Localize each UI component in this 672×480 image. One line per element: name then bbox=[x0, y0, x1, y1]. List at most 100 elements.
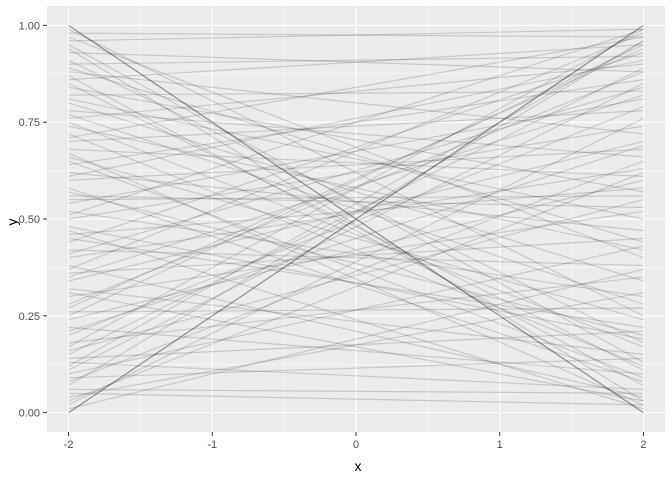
series-line-66 bbox=[68, 86, 644, 255]
series-line-29 bbox=[68, 210, 644, 298]
series-line-39 bbox=[68, 288, 644, 356]
series-line-19 bbox=[68, 133, 644, 367]
series-line-52 bbox=[68, 388, 644, 394]
series-line-42 bbox=[68, 307, 644, 313]
x-tick-label: 0 bbox=[353, 439, 359, 451]
series-line-53 bbox=[68, 292, 644, 398]
major-gridlines bbox=[47, 6, 665, 432]
series-line-59 bbox=[68, 113, 644, 305]
series-line-43 bbox=[68, 179, 644, 321]
series-line-90 bbox=[68, 82, 644, 371]
series-line-54 bbox=[68, 117, 644, 406]
series-line-56 bbox=[68, 59, 644, 344]
y-tick-label: 0.50 bbox=[19, 214, 40, 226]
series-line-62 bbox=[68, 59, 644, 177]
series-line-72 bbox=[68, 82, 644, 371]
series-line-73 bbox=[68, 40, 644, 387]
series-line-64 bbox=[68, 28, 644, 216]
series-lines bbox=[68, 24, 644, 414]
series-line-37 bbox=[68, 237, 644, 274]
series-line-77 bbox=[68, 48, 644, 402]
series-line-57 bbox=[68, 75, 644, 387]
series-line-68 bbox=[68, 292, 644, 402]
series-line-83 bbox=[68, 195, 644, 201]
series-line-2 bbox=[68, 24, 644, 414]
series-line-74 bbox=[68, 171, 644, 402]
series-line-81 bbox=[68, 357, 644, 379]
series-line-3 bbox=[68, 24, 644, 414]
series-line-47 bbox=[68, 199, 644, 352]
series-line-22 bbox=[68, 156, 644, 321]
series-line-23 bbox=[68, 79, 644, 166]
series-line-28 bbox=[68, 98, 644, 205]
x-tick-label: 1 bbox=[497, 439, 503, 451]
series-line-61 bbox=[68, 152, 644, 406]
y-axis-ticks: 0.00 0.25 0.50 0.75 1.00 bbox=[19, 20, 47, 420]
series-line-8 bbox=[68, 28, 644, 42]
series-line-70 bbox=[68, 144, 644, 332]
series-line-18 bbox=[68, 125, 644, 251]
series-line-84 bbox=[68, 237, 644, 328]
series-line-49 bbox=[68, 40, 644, 367]
series-line-4 bbox=[68, 24, 644, 414]
series-line-75 bbox=[68, 44, 644, 363]
series-line-89 bbox=[68, 67, 644, 356]
series-line-6 bbox=[68, 24, 644, 414]
series-line-65 bbox=[68, 230, 644, 410]
series-line-36 bbox=[68, 264, 644, 398]
series-line-11 bbox=[68, 71, 644, 135]
series-line-24 bbox=[68, 171, 644, 232]
series-line-58 bbox=[68, 98, 644, 220]
series-line-48 bbox=[68, 330, 644, 359]
series-line-31 bbox=[68, 226, 644, 340]
series-line-38 bbox=[68, 140, 644, 282]
series-line-21 bbox=[68, 148, 644, 177]
series-line-17 bbox=[68, 63, 644, 119]
series-line-40 bbox=[68, 210, 644, 298]
x-axis-title: x bbox=[355, 458, 362, 474]
series-line-44 bbox=[68, 326, 644, 375]
series-line-63 bbox=[68, 191, 644, 336]
series-line-5 bbox=[68, 24, 644, 414]
series-line-88 bbox=[68, 44, 644, 317]
series-line-67 bbox=[68, 32, 644, 270]
series-line-27 bbox=[68, 195, 644, 208]
series-line-33 bbox=[68, 51, 644, 243]
series-line-85 bbox=[68, 94, 644, 278]
series-line-30 bbox=[68, 125, 644, 220]
series-line-20 bbox=[68, 110, 644, 143]
series-line-45 bbox=[68, 106, 644, 336]
y-axis-title: y bbox=[4, 219, 20, 226]
series-line-35 bbox=[68, 168, 644, 259]
x-tick-label: -2 bbox=[64, 439, 74, 451]
series-line-9 bbox=[68, 51, 644, 73]
series-line-69 bbox=[68, 48, 644, 309]
y-tick-label: 0.25 bbox=[19, 311, 40, 323]
series-line-80 bbox=[68, 392, 644, 406]
series-line-76 bbox=[68, 28, 644, 317]
x-axis-ticks: -2 -1 0 1 2 bbox=[64, 432, 647, 451]
series-line-46 bbox=[68, 276, 644, 344]
series-line-60 bbox=[68, 36, 644, 139]
series-line-10 bbox=[68, 55, 644, 65]
series-line-12 bbox=[68, 44, 644, 81]
series-line-34 bbox=[68, 249, 644, 267]
series-line-41 bbox=[68, 71, 644, 305]
x-tick-label: 2 bbox=[640, 439, 646, 451]
series-line-55 bbox=[68, 36, 644, 259]
series-line-79 bbox=[68, 268, 644, 410]
series-line-1 bbox=[68, 24, 644, 414]
series-line-78 bbox=[68, 67, 644, 243]
y-tick-label: 0.00 bbox=[19, 408, 40, 420]
series-line-15 bbox=[68, 102, 644, 282]
series-line-14 bbox=[68, 90, 644, 96]
x-tick-label: -1 bbox=[207, 439, 217, 451]
series-line-26 bbox=[68, 187, 644, 383]
series-line-87 bbox=[68, 121, 644, 348]
series-line-71 bbox=[68, 28, 644, 348]
series-line-51 bbox=[68, 160, 644, 383]
series-line-32 bbox=[68, 187, 644, 236]
series-line-50 bbox=[68, 245, 644, 375]
